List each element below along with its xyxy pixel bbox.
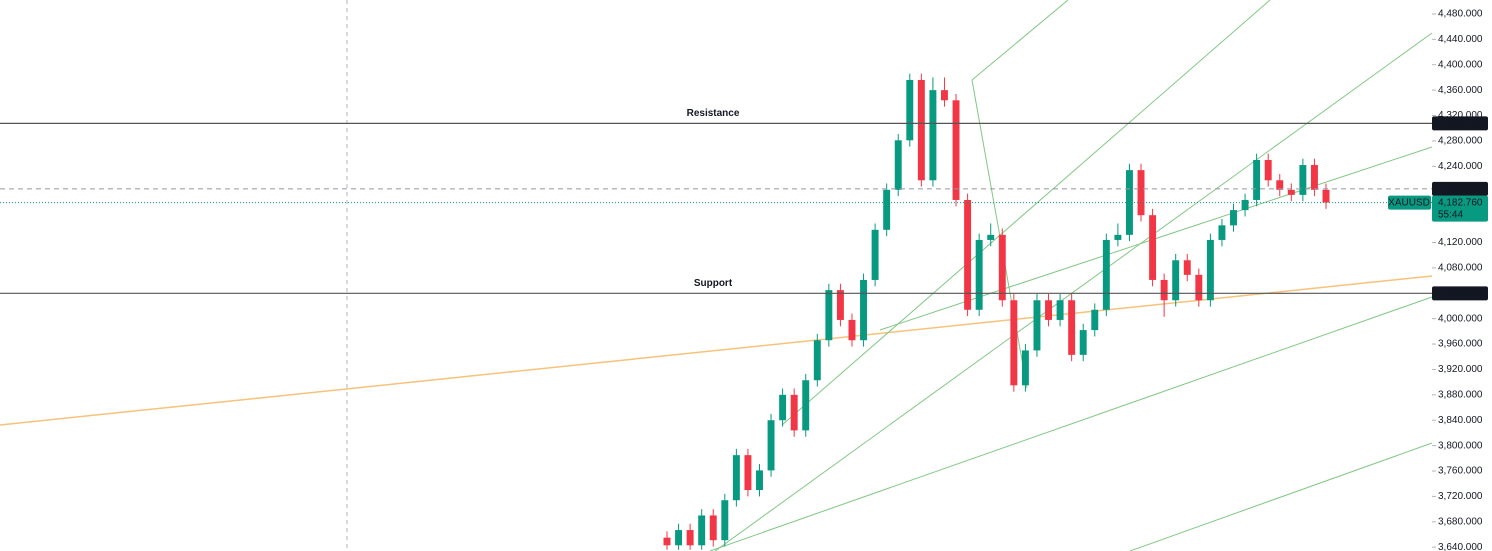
candle-body bbox=[1322, 189, 1330, 203]
candle-body bbox=[802, 380, 810, 431]
trendline bbox=[781, 0, 1271, 426]
y-tick-label: 3,840.000 bbox=[1438, 415, 1483, 426]
y-tick-label: 3,960.000 bbox=[1438, 339, 1483, 350]
y-tick-label: 3,760.000 bbox=[1438, 466, 1483, 477]
candle-body bbox=[1253, 159, 1261, 200]
trendline bbox=[1129, 442, 1433, 551]
candle-body bbox=[1010, 300, 1018, 386]
y-tick-label: 3,920.000 bbox=[1438, 364, 1483, 375]
last-price-label: 4,182.760 bbox=[1438, 197, 1483, 208]
candle-body bbox=[1068, 300, 1076, 355]
y-tick-label: 4,480.000 bbox=[1438, 9, 1483, 20]
y-tick-label: 4,400.000 bbox=[1438, 59, 1483, 70]
price-label-box bbox=[1432, 181, 1488, 196]
candle-body bbox=[1137, 170, 1145, 216]
candle-body bbox=[860, 279, 868, 341]
y-tick-label: 3,800.000 bbox=[1438, 440, 1483, 451]
candle-body bbox=[941, 90, 948, 101]
candle-body bbox=[732, 455, 740, 501]
candle-body bbox=[1045, 300, 1052, 320]
candle-body bbox=[1172, 260, 1180, 301]
candle-body bbox=[1287, 189, 1295, 195]
candle-body bbox=[906, 79, 914, 141]
candle-body bbox=[1310, 165, 1318, 190]
y-tick-label: 4,440.000 bbox=[1438, 34, 1483, 45]
candle-body bbox=[698, 515, 706, 546]
drawings bbox=[0, 0, 1433, 551]
trendline bbox=[971, 0, 1069, 81]
candle-body bbox=[1114, 234, 1122, 240]
candle-body bbox=[686, 530, 694, 546]
candle-body bbox=[1183, 260, 1191, 275]
candle-body bbox=[1125, 170, 1133, 235]
candle-body bbox=[975, 239, 983, 310]
candle-body bbox=[1091, 309, 1099, 331]
price-label: 4,204.382 bbox=[1438, 184, 1483, 195]
candle-body bbox=[1264, 159, 1272, 181]
candle-body bbox=[1102, 239, 1110, 310]
candle-body bbox=[883, 189, 891, 230]
y-tick-label: 3,880.000 bbox=[1438, 389, 1483, 400]
candle-body bbox=[1218, 225, 1226, 240]
symbol-box bbox=[1388, 195, 1431, 210]
line-label: Resistance bbox=[687, 108, 740, 119]
candle-body bbox=[779, 394, 787, 421]
y-tick-label: 3,720.000 bbox=[1438, 491, 1483, 502]
candle-body bbox=[1299, 165, 1307, 195]
y-tick-label: 4,320.000 bbox=[1438, 110, 1483, 121]
candle-body bbox=[1056, 300, 1064, 320]
candle-body bbox=[1230, 210, 1237, 226]
countdown-label: 55:44 bbox=[1438, 209, 1463, 220]
candle-body bbox=[663, 537, 671, 546]
candle-body bbox=[894, 140, 902, 190]
y-tick-label: 4,240.000 bbox=[1438, 161, 1483, 172]
candle-body bbox=[767, 420, 775, 471]
trendline bbox=[714, 32, 1433, 551]
y-tick-label: 3,680.000 bbox=[1438, 516, 1483, 527]
symbol-label: XAUUSD bbox=[1388, 197, 1430, 208]
y-tick-label: 4,280.000 bbox=[1438, 136, 1483, 147]
candle-body bbox=[871, 229, 879, 280]
price-label-box bbox=[1432, 116, 1488, 131]
candle-body bbox=[1021, 350, 1029, 386]
candle-body bbox=[848, 319, 856, 341]
price-label: 4,039.909 bbox=[1438, 288, 1483, 299]
y-tick-label: 3,640.000 bbox=[1438, 542, 1483, 551]
candle-body bbox=[1195, 274, 1203, 301]
y-tick-label: 4,120.000 bbox=[1438, 237, 1483, 248]
price-label: 4,307.703 bbox=[1438, 118, 1483, 129]
candle-body bbox=[964, 199, 972, 310]
candle-body bbox=[813, 340, 821, 381]
candle-body bbox=[1160, 279, 1168, 301]
trendline bbox=[971, 79, 1028, 389]
candle-body bbox=[987, 234, 995, 240]
trendline bbox=[709, 296, 1433, 551]
y-tick-label: 4,360.000 bbox=[1438, 85, 1483, 96]
candle-body bbox=[1033, 300, 1041, 351]
line-label: Support bbox=[694, 278, 733, 289]
y-tick-label: 4,080.000 bbox=[1438, 263, 1483, 274]
candle-body bbox=[1276, 180, 1284, 190]
candle-body bbox=[836, 290, 844, 320]
candle-body bbox=[675, 530, 683, 546]
candle-body bbox=[1149, 215, 1157, 280]
candle-body bbox=[1206, 239, 1214, 301]
candle-body bbox=[790, 394, 798, 431]
candle-body bbox=[744, 455, 752, 491]
last-price-box bbox=[1432, 195, 1488, 222]
candle-body bbox=[825, 290, 833, 341]
candle-body bbox=[929, 90, 937, 181]
trendline bbox=[0, 275, 1433, 426]
candle-body bbox=[1079, 330, 1087, 355]
candle-body bbox=[917, 79, 925, 181]
candle-body bbox=[721, 500, 729, 541]
y-tick-label: 4,000.000 bbox=[1438, 313, 1483, 324]
candle-body bbox=[998, 234, 1006, 301]
candle-body bbox=[709, 515, 717, 541]
price-label-box bbox=[1432, 286, 1488, 301]
candle-body bbox=[952, 100, 960, 200]
candle-body bbox=[1241, 199, 1249, 211]
candle-body bbox=[756, 470, 763, 491]
